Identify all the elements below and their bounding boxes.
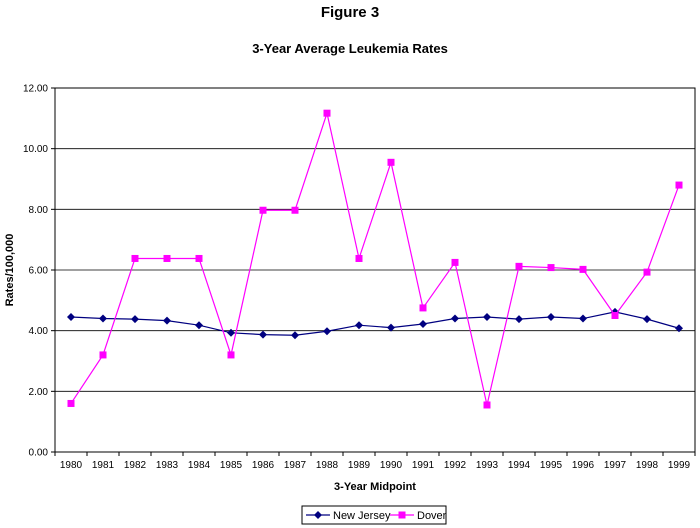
x-tick-label: 1994 [508,460,531,471]
x-axis-title: 3-Year Midpoint [334,481,416,493]
data-point-dover [195,254,203,262]
data-point-new-jersey [323,327,331,336]
data-point-new-jersey [355,321,363,330]
data-point-dover [515,262,523,270]
legend-box [301,505,447,525]
data-point-dover [387,158,395,166]
data-point-dover [259,206,267,214]
x-tick-label: 1997 [604,460,627,471]
x-tick-label: 1990 [380,460,403,471]
series-line-new-jersey [70,311,680,336]
y-tick-label: 6.00 [29,266,49,277]
data-point-new-jersey [579,314,587,323]
legend-label-dover: Dover [417,510,447,522]
y-tick-label: 12.00 [23,84,48,95]
y-axis-ticks: 0.00 2.00 4.00 6.00 8.00 10.00 12.00 [23,84,55,459]
data-point-new-jersey [227,328,235,337]
x-tick-label: 1998 [636,460,659,471]
x-tick-label: 1982 [124,460,147,471]
legend-marker-new-jersey [314,511,322,519]
data-point-dover [547,264,555,272]
data-point-new-jersey [99,314,107,323]
x-tick-label: 1996 [572,460,595,471]
x-tick-label: 1984 [188,460,211,471]
data-point-new-jersey [451,314,459,323]
y-tick-label: 0.00 [29,448,49,459]
data-point-dover [611,312,619,319]
data-point-dover [579,265,587,273]
series-line-dover [70,110,680,406]
x-tick-label: 1988 [316,460,339,471]
data-point-dover [451,258,459,266]
x-tick-label: 1983 [156,460,179,471]
data-point-new-jersey [419,319,427,328]
y-tick-label: 2.00 [29,387,49,398]
data-point-dover [163,254,171,262]
data-point-dover [355,254,363,262]
data-point-dover [291,206,299,214]
x-tick-label: 1991 [412,460,435,471]
x-tick-label: 1989 [348,460,371,471]
x-tick-label: 1992 [444,460,467,471]
y-tick-label: 8.00 [29,205,49,216]
x-axis-ticks: 1980 1981 1982 1983 1984 1985 1986 1987 1988 1989… [54,452,696,471]
data-point-new-jersey [547,313,555,322]
data-point-dover [131,254,139,262]
data-point-new-jersey [195,321,203,330]
x-tick-label: 1986 [252,460,275,471]
legend-marker-dover [398,511,406,519]
data-point-new-jersey [67,313,75,322]
x-tick-label: 1985 [220,460,243,471]
y-tick-label: 4.00 [29,326,49,337]
x-tick-label: 1999 [668,460,691,471]
x-tick-label: 1981 [92,460,115,471]
gridlines [55,148,695,392]
data-point-dover [675,181,683,189]
x-tick-label: 1993 [476,460,499,471]
data-point-new-jersey [675,324,683,333]
x-tick-label: 1987 [284,460,307,471]
data-point-new-jersey [515,315,523,324]
y-axis-title: Rates/100,000 [4,234,16,307]
data-point-new-jersey [483,313,491,322]
data-point-dover [483,401,491,409]
data-point-dover [323,109,331,117]
data-point-new-jersey [643,315,651,324]
data-point-new-jersey [259,330,267,339]
figure-label: Figure 3 [321,4,379,21]
data-point-new-jersey [387,323,395,332]
data-point-new-jersey [291,331,299,340]
series-layer [67,109,683,409]
data-point-dover [419,304,427,312]
legend: New Jersey Dover [301,505,447,525]
data-point-dover [67,399,75,407]
x-tick-label: 1995 [540,460,563,471]
data-point-new-jersey [131,315,139,324]
legend-label-new-jersey: New Jersey [333,510,391,522]
x-tick-label: 1980 [60,460,83,471]
y-tick-label: 10.00 [23,144,48,155]
data-point-dover [227,351,235,359]
data-point-dover [99,351,107,359]
data-point-dover [643,268,651,276]
chart-title: 3-Year Average Leukemia Rates [252,41,448,56]
data-point-new-jersey [163,316,171,325]
